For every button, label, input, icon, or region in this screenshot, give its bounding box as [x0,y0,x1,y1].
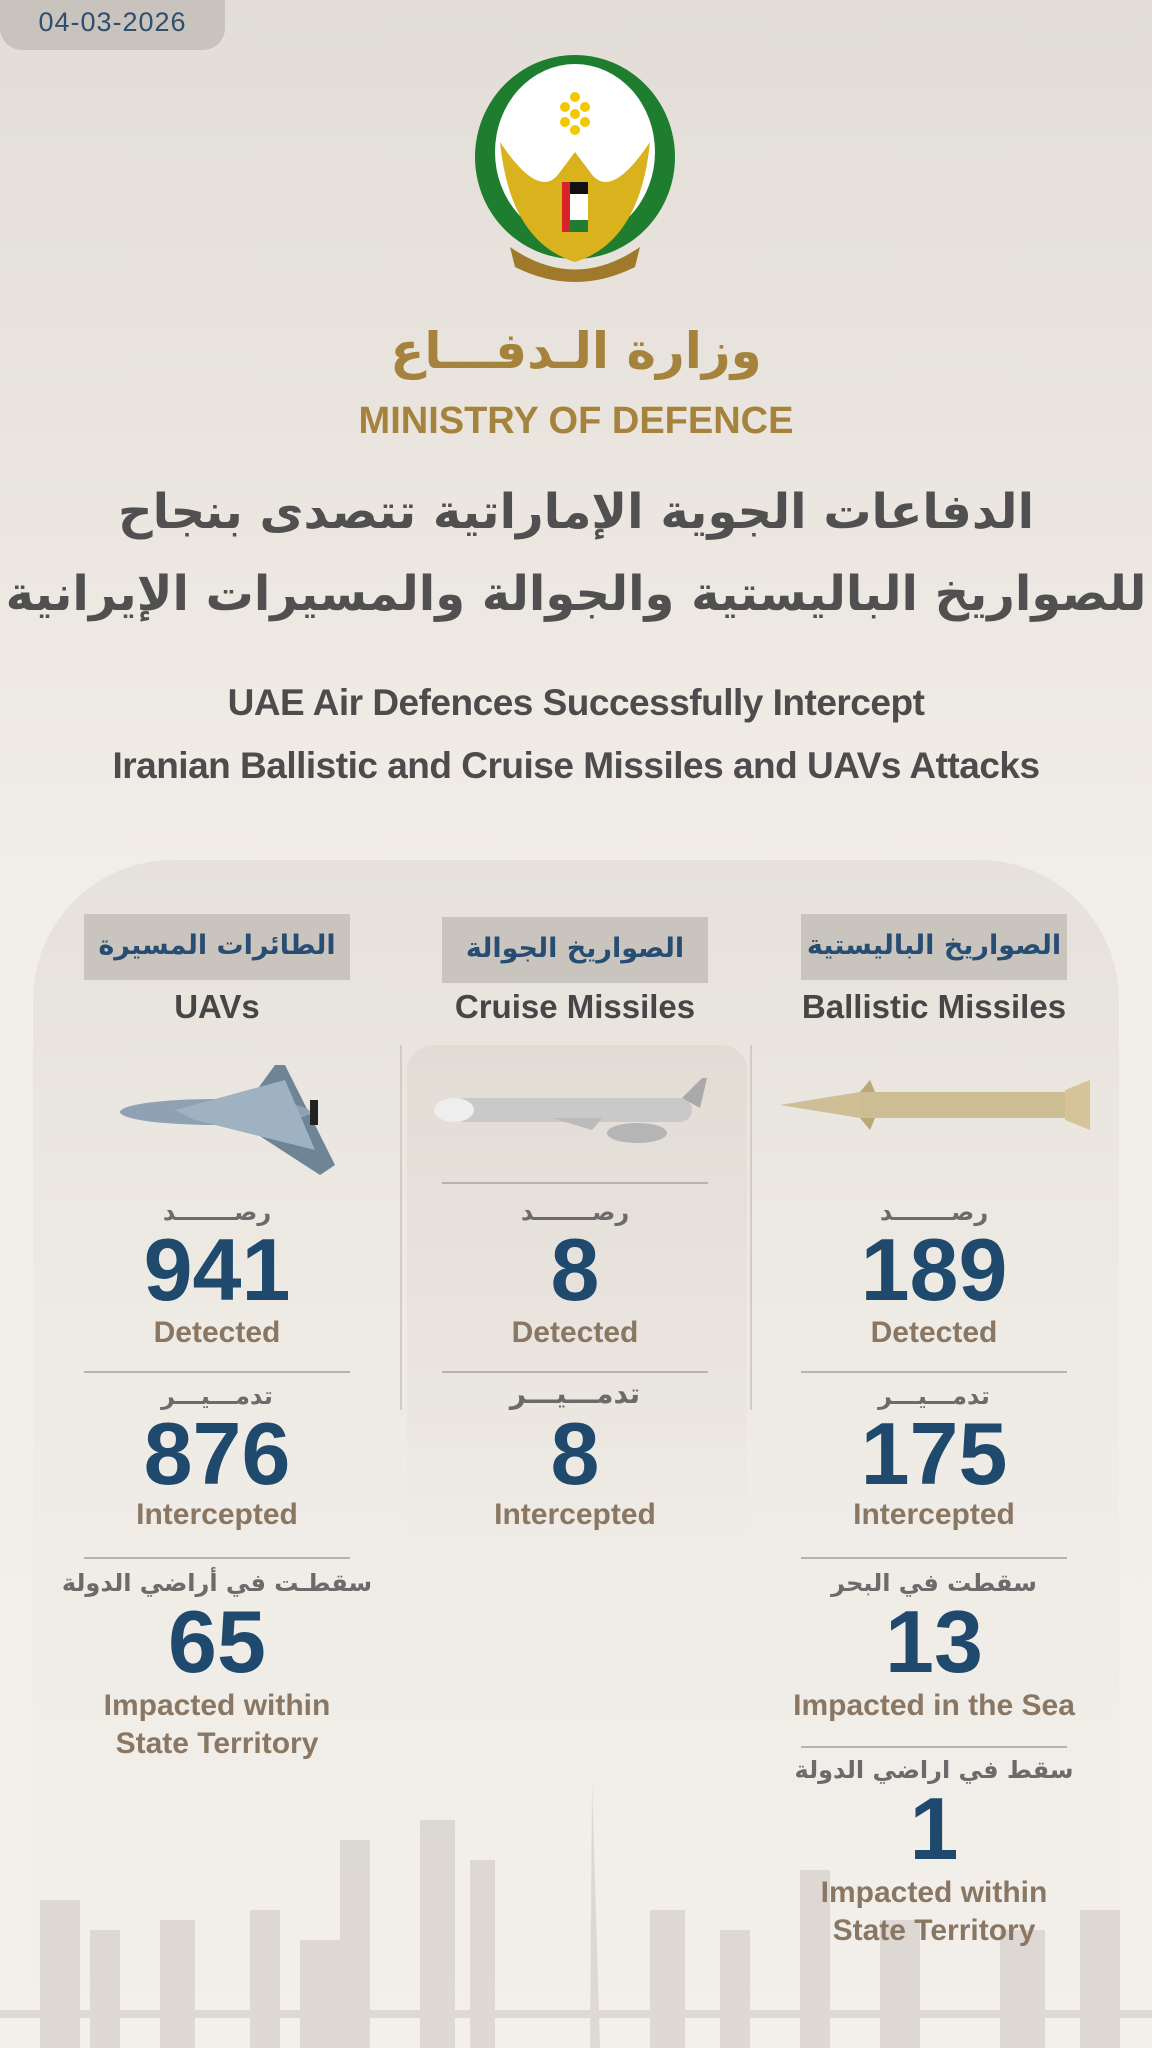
ministry-emblem-logo [475,55,675,282]
cruise-detected-label: Detected [511,1316,639,1349]
ministry-name-english: MINISTRY OF DEFENCE [358,400,794,442]
ballistic-detected-value: 189 [860,1220,1008,1319]
uav-intercepted-label: Intercepted [136,1498,298,1531]
headline-english-line-1: UAE Air Defences Successfully Intercept [227,682,925,723]
uav-detected-value: 941 [143,1220,291,1319]
column-divider [400,1045,402,1410]
ballistic-territory-value: 1 [909,1779,959,1878]
divider [442,1371,708,1373]
uav-title-english: UAVs [174,988,260,1025]
ballistic-missile-image [780,1080,1090,1130]
cruise-missile-image [434,1078,707,1143]
cruise-intercepted-label-arabic: تدمـــيـــر [509,1377,641,1410]
divider [442,1182,708,1184]
uav-detected-label: Detected [153,1316,281,1349]
ballistic-sea-label-arabic: سقطت في البحر [831,1569,1037,1597]
uav-title-arabic: الطائرات المسيرة [84,914,350,980]
city-skyline-image [0,1780,1152,2048]
ballistic-intercepted-value: 175 [860,1404,1008,1503]
headline-english-line-2: Iranian Ballistic and Cruise Missiles an… [112,745,1040,786]
cruise-detected-value: 8 [550,1220,600,1319]
cruise-intercepted-value: 8 [550,1404,600,1503]
divider [801,1746,1067,1748]
ballistic-sea-value: 13 [885,1592,983,1691]
ballistic-intercepted-label-arabic: تدمـــيـــر [878,1382,990,1410]
headline-arabic-line-2: للصواريخ الباليستية والجوالة والمسيرات ا… [5,566,1147,622]
divider [84,1371,350,1373]
uav-impacted-value: 65 [168,1592,266,1691]
cruise-highlight-panel [407,1045,747,1545]
uav-detected-label-arabic: رصـــــــد [162,1198,272,1226]
ministry-name-arabic: وزارة الـدفـــاع [390,322,762,380]
drone-image [120,1065,335,1175]
uav-impacted-label-line-1: Impacted within [103,1689,331,1722]
divider [801,1371,1067,1373]
divider [84,1557,350,1559]
ballistic-territory-label-arabic: سقط في اراضي الدولة [794,1756,1074,1784]
column-divider [750,1045,752,1410]
ballistic-sea-label: Impacted in the Sea [793,1689,1075,1722]
uav-impacted-label-arabic: سقطـت في أراضي الدولة [61,1569,373,1597]
divider [801,1557,1067,1559]
ballistic-title-english: Ballistic Missiles [801,988,1067,1025]
ballistic-detected-label-arabic: رصـــــــد [879,1198,989,1226]
cruise-detected-label-arabic: رصـــــــد [520,1198,630,1226]
headline-arabic-line-1: الدفاعات الجوية الإماراتية تتصدى بنجاح [117,484,1035,540]
uav-impacted-label-line-2: State Territory [115,1727,319,1760]
ballistic-title-arabic: الصواريخ الباليستية [801,914,1067,980]
ballistic-detected-label: Detected [870,1316,998,1349]
ballistic-intercepted-label: Intercepted [853,1498,1015,1531]
ballistic-territory-label-line-2: State Territory [832,1914,1036,1947]
ballistic-territory-label-line-1: Impacted within [820,1876,1048,1909]
uav-intercepted-value: 876 [143,1404,291,1503]
cruise-title-english: Cruise Missiles [454,988,696,1025]
date-badge: 04-03-2026 [0,0,225,50]
cruise-title-arabic: الصواريخ الجوالة [442,917,708,983]
uav-intercepted-label-arabic: تدمـــيـــر [161,1382,273,1410]
cruise-intercepted-label: Intercepted [494,1498,656,1531]
